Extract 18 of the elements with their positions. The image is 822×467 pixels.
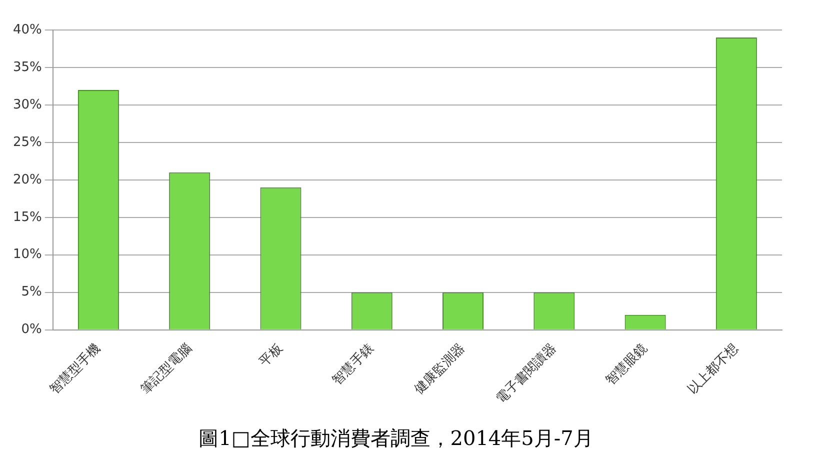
y-tick-label: 20%	[12, 172, 42, 188]
x-tick-label: 以上都不想	[685, 340, 742, 398]
y-tick-label: 40%	[12, 22, 42, 38]
x-tick-label: 智慧眼鏡	[603, 340, 651, 388]
x-tick-label: 電子書閱讀器	[494, 340, 560, 407]
y-tick-label: 25%	[12, 134, 42, 150]
x-tick-label: 平板	[256, 340, 286, 370]
y-tick-label: 15%	[12, 210, 42, 225]
x-tick-label: 筆記型電腦	[138, 340, 195, 398]
text: 圖1□全球行動消費者調查，2014年5月-7月	[198, 426, 594, 450]
x-tick-label: 智慧型手機	[47, 340, 104, 398]
y-tick-label: 10%	[12, 247, 42, 262]
x-tick-label: 健康監測器	[412, 340, 468, 398]
y-tick-label: 0%	[21, 322, 42, 338]
y-tick-label: 30%	[12, 97, 42, 112]
y-tick-label: 5%	[21, 284, 42, 300]
y-tick-label: 35%	[12, 60, 42, 75]
x-tick-label: 智慧手錶	[330, 340, 378, 388]
